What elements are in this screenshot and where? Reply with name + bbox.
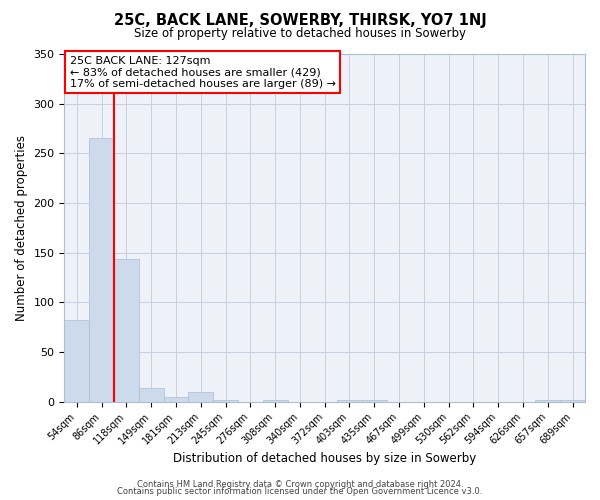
- Bar: [89, 138, 114, 402]
- Bar: [213, 400, 238, 402]
- Bar: [337, 400, 362, 402]
- Y-axis label: Number of detached properties: Number of detached properties: [15, 135, 28, 321]
- Bar: [263, 400, 287, 402]
- Bar: [188, 392, 213, 402]
- Bar: [139, 388, 164, 402]
- X-axis label: Distribution of detached houses by size in Sowerby: Distribution of detached houses by size …: [173, 452, 476, 465]
- Text: 25C, BACK LANE, SOWERBY, THIRSK, YO7 1NJ: 25C, BACK LANE, SOWERBY, THIRSK, YO7 1NJ: [113, 12, 487, 28]
- Bar: [114, 258, 139, 402]
- Bar: [164, 397, 188, 402]
- Bar: [64, 320, 89, 402]
- Bar: [560, 400, 585, 402]
- Text: Size of property relative to detached houses in Sowerby: Size of property relative to detached ho…: [134, 28, 466, 40]
- Bar: [362, 400, 386, 402]
- Text: 25C BACK LANE: 127sqm
← 83% of detached houses are smaller (429)
17% of semi-det: 25C BACK LANE: 127sqm ← 83% of detached …: [70, 56, 335, 89]
- Text: Contains HM Land Registry data © Crown copyright and database right 2024.: Contains HM Land Registry data © Crown c…: [137, 480, 463, 489]
- Bar: [535, 400, 560, 402]
- Text: Contains public sector information licensed under the Open Government Licence v3: Contains public sector information licen…: [118, 487, 482, 496]
